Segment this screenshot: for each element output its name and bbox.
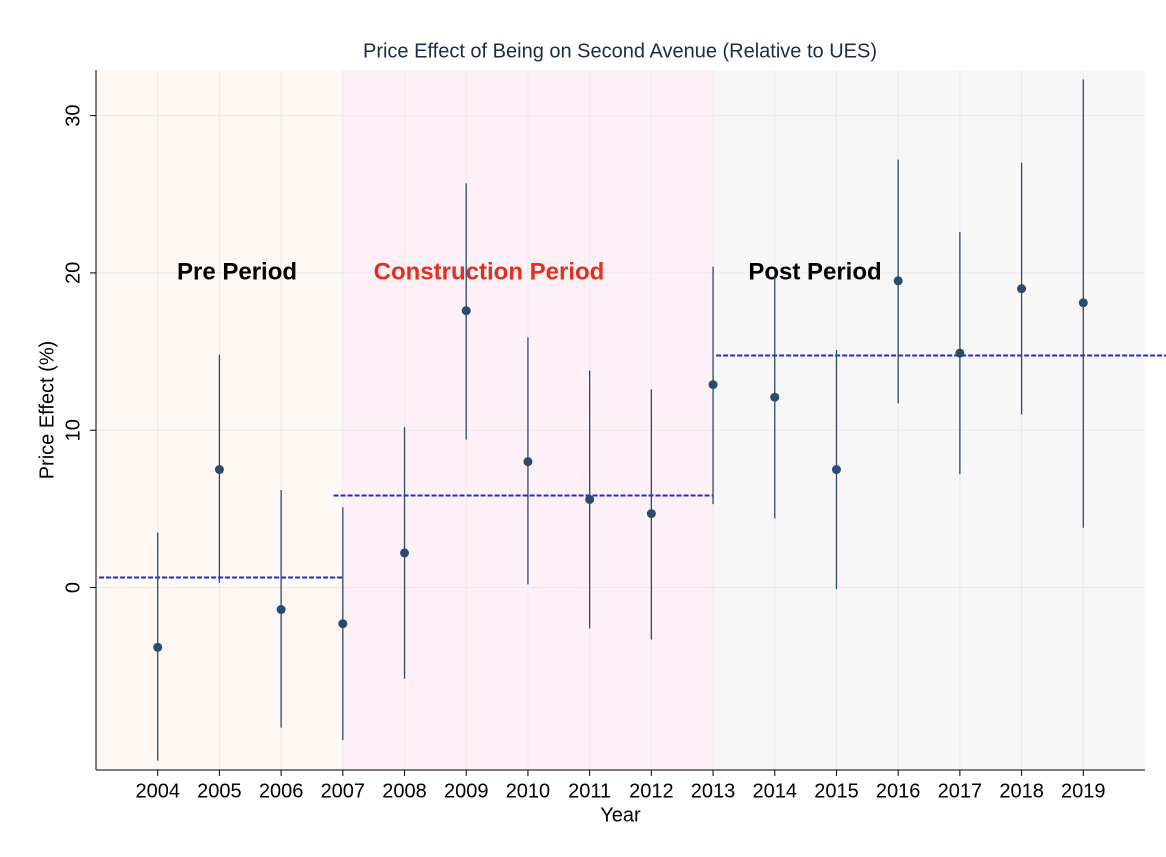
x-tick-label: 2008 (382, 780, 427, 802)
x-tick-label: 2015 (814, 780, 859, 802)
y-tick-label: 30 (62, 104, 84, 126)
point (955, 348, 965, 358)
y-axis-label: Price Effect (%) (36, 341, 58, 480)
x-tick-label: 2011 (568, 780, 611, 802)
y-tick-label: 10 (62, 419, 84, 441)
x-tick-label: 2006 (259, 780, 304, 802)
x-tick-label: 2013 (691, 780, 736, 802)
x-tick-label: 2004 (135, 780, 180, 802)
point (1078, 298, 1088, 308)
y-tick-label: 20 (62, 262, 84, 284)
point (646, 509, 656, 519)
point (400, 548, 410, 558)
x-tick-label: 2019 (1061, 780, 1106, 802)
x-tick-label: 2016 (876, 780, 921, 802)
point (708, 380, 718, 390)
x-tick-label: 2012 (629, 780, 674, 802)
period-label: Post Period (748, 258, 881, 285)
point (214, 465, 224, 475)
chart-title: Price Effect of Being on Second Avenue (… (363, 40, 877, 62)
x-tick-label: 2014 (753, 780, 798, 802)
period-band (713, 70, 1145, 770)
period-label: Construction Period (374, 258, 605, 285)
point (523, 457, 533, 467)
point (461, 306, 471, 316)
x-tick-label: 2005 (197, 780, 242, 802)
point (585, 494, 595, 504)
x-tick-label: 2017 (938, 780, 983, 802)
point (276, 605, 286, 615)
period-label: Pre Period (177, 258, 297, 285)
x-axis-label: Year (600, 804, 641, 826)
x-tick-label: 2009 (444, 780, 489, 802)
x-tick-label: 2018 (999, 780, 1044, 802)
x-tick-label: 2010 (506, 780, 551, 802)
point (153, 642, 163, 652)
point (770, 392, 780, 402)
point (831, 465, 841, 475)
x-tick-label: 2007 (321, 780, 366, 802)
y-tick-label: 0 (62, 582, 84, 593)
point (1017, 284, 1027, 294)
point (893, 276, 903, 286)
point (338, 619, 348, 629)
